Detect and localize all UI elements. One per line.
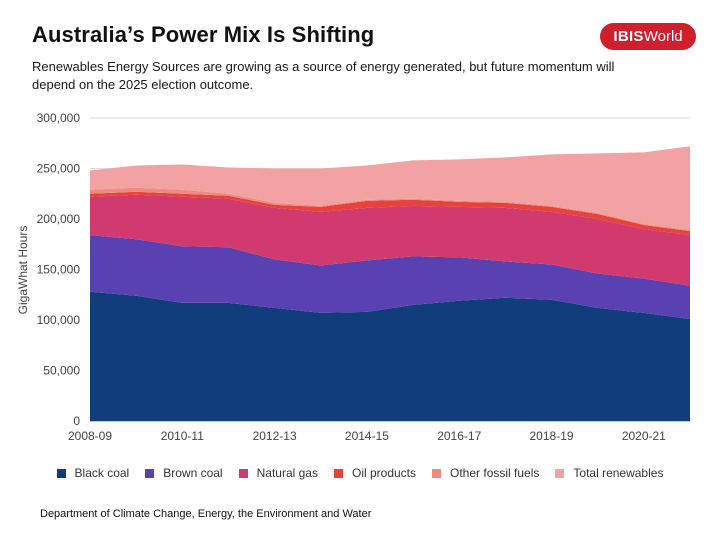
y-axis-ticks: 0 50,000 100,000 150,000 200,000 250,000 300,0… [37,111,81,428]
x-tick-label: 2010-11 [161,429,204,443]
legend-label: Oil products [351,466,417,480]
y-tick-label: 250,000 [37,162,81,176]
x-tick-label: 2016-17 [437,429,481,443]
legend-item-black-coal: Black coal [56,466,130,480]
y-tick-label: 300,000 [37,111,81,125]
x-tick-label: 2008-09 [68,429,112,443]
y-axis-label: GigaWhat Hours [16,226,30,315]
legend-swatch [555,468,565,478]
area-black-coal [90,291,690,421]
chart-legend: Black coal Brown coal Natural gas Oil produ… [0,466,720,480]
x-tick-label: 2020-21 [622,429,666,443]
area-total-renewables [90,146,690,231]
logo-bold-text: IBIS [613,28,644,45]
y-tick-label: 150,000 [37,263,81,277]
legend-swatch [145,468,155,478]
page-subtitle: Renewables Energy Sources are growing as… [32,59,615,92]
source-note: Department of Climate Change, Energy, th… [40,508,372,520]
x-tick-label: 2012-13 [253,429,297,443]
legend-item-total-renewables: Total renewables [555,466,663,480]
legend-item-natural-gas: Natural gas [238,466,318,480]
y-tick-label: 0 [73,414,80,428]
x-tick-label: 2018-19 [530,429,574,443]
legend-swatch [56,468,66,478]
legend-item-other-fossil-fuels: Other fossil fuels [432,466,539,480]
area-oil-products [90,191,690,236]
y-tick-label: 50,000 [43,364,80,378]
legend-label: Natural gas [256,466,318,480]
legend-item-oil-products: Oil products [333,466,417,480]
area-series-group [90,146,690,421]
page-title: Australia’s Power Mix Is Shifting [32,22,375,47]
legend-swatch [333,468,343,478]
x-axis-ticks: 2008-09 2010-11 2012-13 2014-15 2016-17 2018-… [68,429,666,443]
area-natural-gas [90,194,690,286]
x-tick-label: 2014-15 [345,429,389,443]
legend-label: Total renewables [573,466,664,480]
area-other-fossil-fuels [90,187,690,232]
legend-label: Black coal [74,466,130,480]
area-brown-coal [90,235,690,319]
logo-regular-text: World [643,28,683,45]
legend-label: Other fossil fuels [450,466,540,480]
y-tick-label: 200,000 [37,212,81,226]
legend-swatch [238,468,248,478]
legend-swatch [432,468,442,478]
legend-item-brown-coal: Brown coal [145,466,223,480]
ibisworld-logo: IBIS World [600,23,696,50]
legend-label: Brown coal [163,466,223,480]
y-tick-label: 100,000 [37,313,81,327]
